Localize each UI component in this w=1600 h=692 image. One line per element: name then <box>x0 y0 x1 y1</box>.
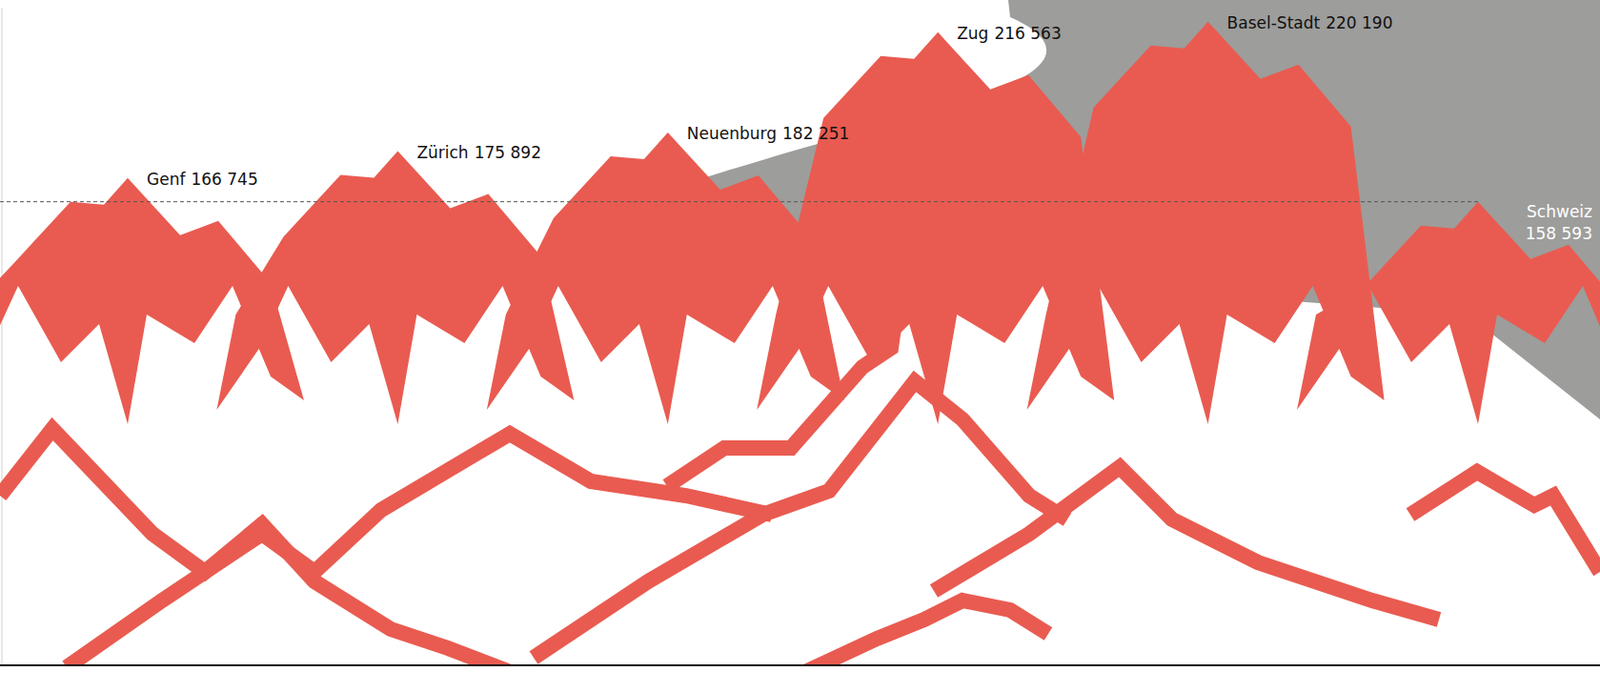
decorative-ridge <box>533 381 1068 658</box>
category-label: Basel-Stadt <box>1227 13 1321 33</box>
decorative-ridge <box>66 433 772 666</box>
value-label: 220 190 <box>1325 13 1393 33</box>
peak <box>1296 202 1600 425</box>
reference-label: Schweiz <box>1526 202 1593 222</box>
peak-label: Basel-Stadt220 190 <box>1227 13 1394 33</box>
value-label: 216 563 <box>993 23 1061 43</box>
category-label: Genf <box>146 169 186 189</box>
peak-label: Neuenburg182 251 <box>687 123 851 143</box>
reference-value-label: 158 593 <box>1525 223 1593 244</box>
peak <box>1027 21 1385 425</box>
marks <box>0 21 1600 666</box>
decorative-ridge <box>1410 471 1600 572</box>
value-label: 182 251 <box>782 123 850 143</box>
peak-label: Zug216 563 <box>956 23 1062 43</box>
peak-label: Genf166 745 <box>146 169 259 189</box>
baseline <box>0 664 1600 667</box>
category-label: Neuenburg <box>687 123 777 143</box>
chart: Genf166 745 Zürich 175 892 Neuenburg182 251… <box>0 0 1600 692</box>
value-label: 175 892 <box>474 142 542 163</box>
peak <box>756 32 1114 425</box>
category-label: Zürich <box>416 142 468 163</box>
value-label: 166 745 <box>190 169 258 189</box>
decorative-ridge <box>762 600 1049 666</box>
reference-line <box>0 201 1479 203</box>
peak-label: Zürich 175 892 <box>416 142 542 163</box>
value-axis <box>1 7 3 666</box>
decorative-ridge <box>933 466 1439 620</box>
category-label: Zug <box>956 23 989 43</box>
